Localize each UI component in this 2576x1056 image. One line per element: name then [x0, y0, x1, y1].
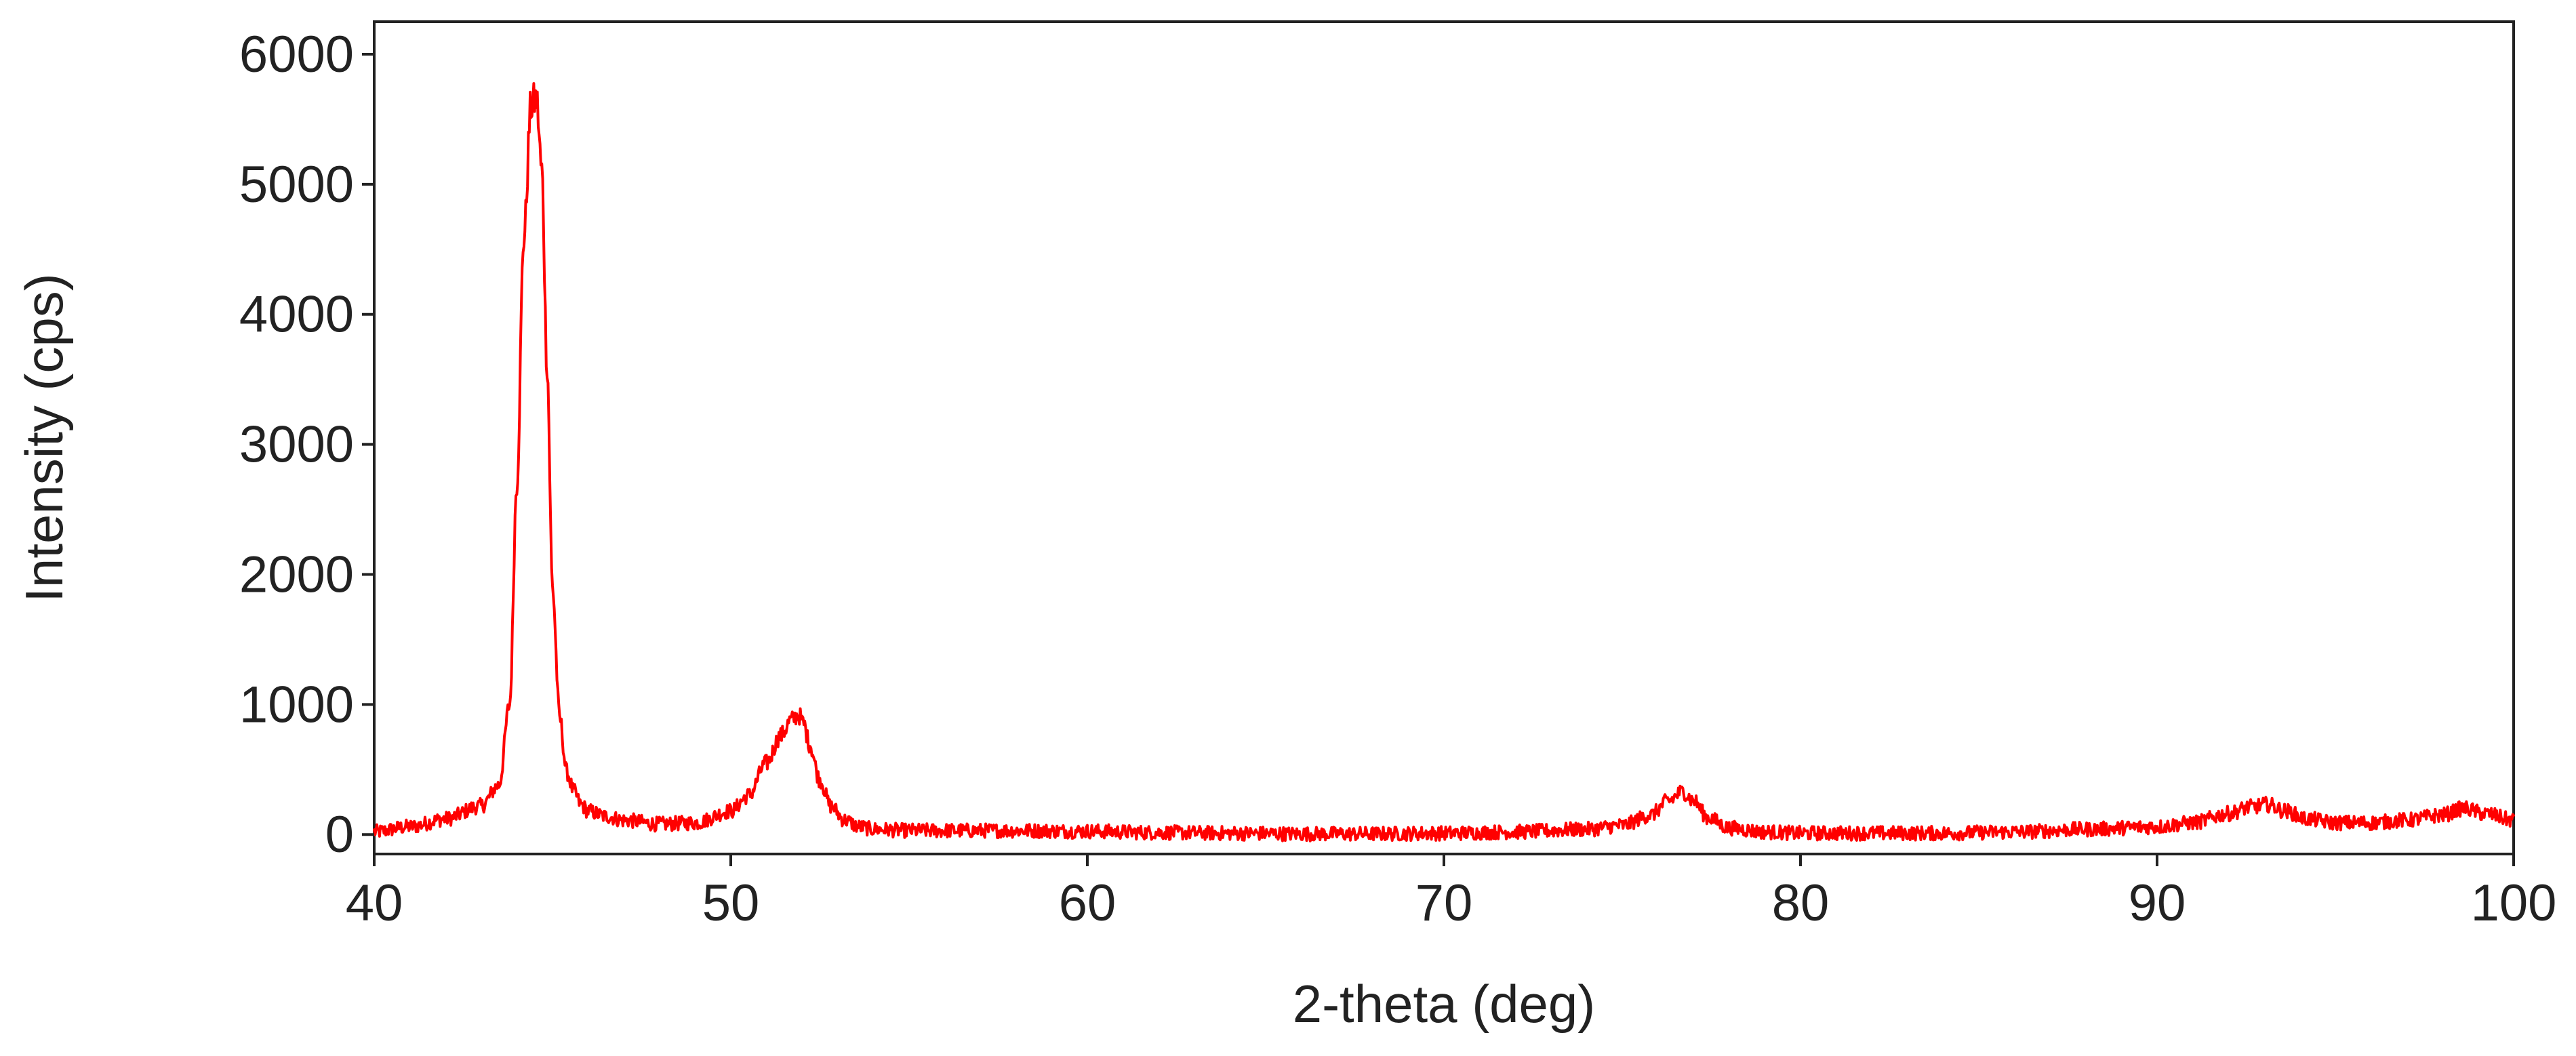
x-tick-label-90: 90 [2129, 874, 2186, 932]
y-tick-label-6000: 6000 [239, 26, 354, 83]
y-tick-label-1000: 1000 [239, 676, 354, 733]
x-axis-label: 2-theta (deg) [1293, 974, 1596, 1034]
y-tick-label-4000: 4000 [239, 286, 354, 344]
x-tick-label-100: 100 [2471, 874, 2557, 932]
y-tick-label-5000: 5000 [239, 156, 354, 214]
y-tick-label-0: 0 [325, 806, 354, 864]
plot-frame [373, 20, 2515, 855]
x-tick-label-50: 50 [702, 874, 760, 932]
x-tick-label-80: 80 [1772, 874, 1830, 932]
x-tick-label-60: 60 [1059, 874, 1116, 932]
y-tick-label-2000: 2000 [239, 546, 354, 603]
x-tick-label-40: 40 [346, 874, 403, 932]
x-tick-label-70: 70 [1415, 874, 1473, 932]
y-tick-label-3000: 3000 [239, 416, 354, 474]
series-line-0 [373, 82, 2515, 842]
y-axis-label: Intensity (cps) [14, 273, 74, 602]
